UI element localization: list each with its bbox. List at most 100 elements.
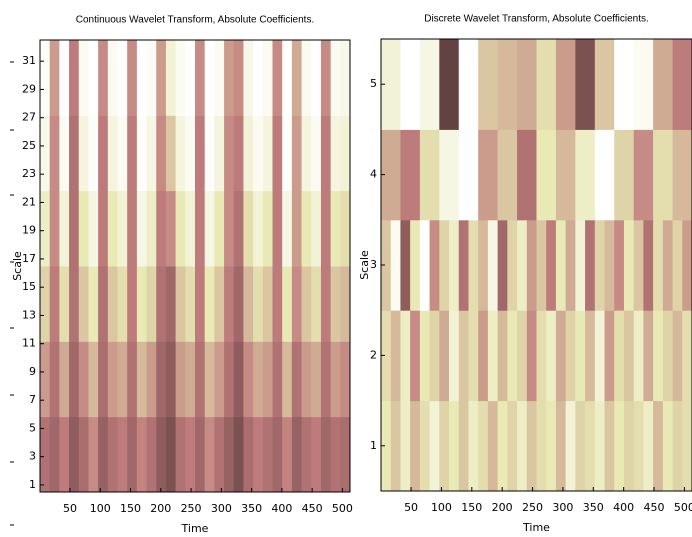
y-tick-label: 1: [29, 478, 36, 491]
y-tick-label: 11: [22, 337, 36, 350]
heatmap-cell: [263, 341, 273, 417]
heatmap-cell: [488, 310, 498, 401]
heatmap-cell: [340, 417, 350, 493]
heatmap-cell: [468, 401, 478, 492]
x-tick-label: 400: [613, 501, 634, 514]
heatmap-cell: [176, 266, 186, 342]
heatmap-cell: [537, 401, 547, 492]
heatmap-cell: [449, 220, 459, 311]
heatmap-cell: [302, 115, 312, 191]
heatmap-cell: [634, 401, 644, 492]
heatmap-cell: [50, 341, 60, 417]
heatmap-cell: [166, 40, 176, 116]
heatmap-cell: [205, 417, 215, 493]
heatmap-cell: [420, 220, 430, 311]
heatmap-cell: [439, 310, 449, 401]
heatmap-cell: [624, 220, 634, 311]
heatmap-cell: [88, 40, 98, 116]
heatmap-cell: [391, 401, 401, 492]
heatmap-cell: [185, 115, 195, 191]
x-tick-label: 500: [674, 501, 692, 514]
y-tick-label: 5: [370, 77, 377, 90]
heatmap-cell: [614, 39, 634, 130]
heatmap-cell: [410, 401, 420, 492]
heatmap-cell: [340, 341, 350, 417]
heatmap-cell: [59, 266, 69, 342]
heatmap-cell: [214, 40, 224, 116]
heatmap-cell: [400, 129, 420, 220]
heatmap-cell: [69, 266, 79, 342]
heatmap-cell: [430, 220, 440, 311]
heatmap-cell: [253, 191, 263, 267]
heatmap-cell: [176, 40, 186, 116]
heatmap-cell: [108, 115, 118, 191]
heatmap-cell: [517, 129, 537, 220]
heatmap-cell: [673, 129, 692, 220]
heatmap-cell: [253, 341, 263, 417]
heatmap-cell: [205, 115, 215, 191]
heatmap-cell: [50, 266, 60, 342]
heatmap-cell: [69, 191, 79, 267]
heatmap-cell: [321, 417, 331, 493]
heatmap-cell: [614, 129, 634, 220]
heatmap-cell: [653, 220, 663, 311]
heatmap-cell: [527, 310, 537, 401]
heatmap-cell: [643, 310, 653, 401]
heatmap-cell: [527, 401, 537, 492]
heatmap-cell: [340, 266, 350, 342]
heatmap-cell: [156, 266, 166, 342]
heatmap-cell: [108, 191, 118, 267]
heatmap-cell: [253, 266, 263, 342]
heatmap-cell: [234, 417, 244, 493]
heatmap-cell: [439, 401, 449, 492]
heatmap-cell: [400, 310, 410, 401]
heatmap-cell: [400, 220, 410, 311]
heatmap-cell: [243, 266, 253, 342]
heatmap-cell: [214, 341, 224, 417]
heatmap-cell: [282, 115, 292, 191]
heatmap-cell: [282, 191, 292, 267]
heatmap-cell: [282, 40, 292, 116]
heatmap-cell: [400, 401, 410, 492]
heatmap-cell: [59, 40, 69, 116]
heatmap-cell: [420, 39, 440, 130]
heatmap-cell: [605, 401, 615, 492]
heatmap-cell: [40, 266, 50, 342]
heatmap-cell: [682, 401, 692, 492]
heatmap-cell: [195, 40, 205, 116]
heatmap-cell: [311, 115, 321, 191]
heatmap-cell: [410, 220, 420, 311]
heatmap-cell: [108, 266, 118, 342]
x-tick-label: 50: [63, 502, 77, 515]
heatmap-cell: [595, 39, 615, 130]
heatmap-cell: [234, 341, 244, 417]
heatmap-cell: [331, 341, 341, 417]
heatmap-cell: [556, 220, 566, 311]
x-tick-label: 150: [120, 502, 141, 515]
heatmap-cell: [195, 266, 205, 342]
heatmap-cell: [243, 341, 253, 417]
heatmap-cell: [634, 129, 654, 220]
x-tick-label: 400: [271, 502, 292, 515]
heatmap-cell: [478, 310, 488, 401]
heatmap-cell: [118, 417, 128, 493]
heatmap-cell: [79, 40, 89, 116]
heatmap-cell: [575, 39, 595, 130]
heatmap-cell: [488, 401, 498, 492]
heatmap-cell: [137, 115, 147, 191]
heatmap-cell: [478, 220, 488, 311]
heatmap-cell: [292, 341, 302, 417]
heatmap-cell: [331, 115, 341, 191]
heatmap-cell: [331, 266, 341, 342]
heatmap-cell: [478, 129, 498, 220]
heatmap-cell: [537, 220, 547, 311]
heatmap-cell: [498, 39, 518, 130]
heatmap-cell: [498, 129, 518, 220]
heatmap-cell: [79, 417, 89, 493]
heatmap-cell: [682, 310, 692, 401]
heatmap-cell: [585, 220, 595, 311]
x-tick-label: 200: [492, 501, 513, 514]
heatmap-cell: [331, 191, 341, 267]
heatmap-cell: [50, 191, 60, 267]
heatmap-cell: [439, 129, 459, 220]
